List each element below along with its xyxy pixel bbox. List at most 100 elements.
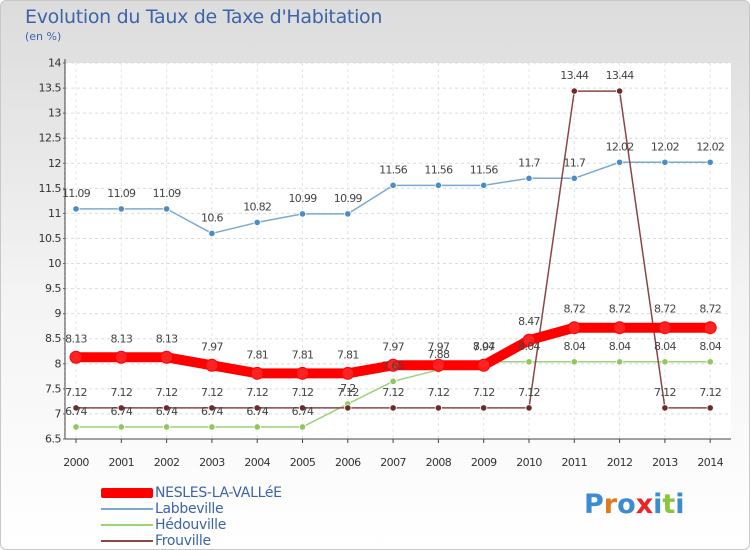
- y-tick-label: 13.5: [39, 82, 62, 95]
- y-tick-label: 9: [55, 307, 62, 320]
- data-point: [250, 366, 264, 380]
- data-point: [567, 321, 581, 335]
- data-label: 6.74: [292, 405, 314, 418]
- data-point: [296, 366, 309, 380]
- data-point: [208, 404, 216, 412]
- data-label: 12.02: [651, 140, 679, 153]
- data-point: [253, 218, 261, 227]
- x-tick-label: 2012: [607, 456, 633, 469]
- chart-unit: (en %): [25, 30, 62, 43]
- data-label: 7.12: [654, 386, 676, 399]
- data-point: [613, 321, 627, 335]
- data-label: 6.74: [201, 405, 223, 418]
- data-point: [615, 87, 624, 95]
- data-point: [706, 404, 714, 412]
- data-label: 7.12: [699, 386, 721, 399]
- data-label: 10.82: [243, 200, 271, 213]
- x-tick-label: 2003: [199, 456, 225, 469]
- data-label: 8.04: [609, 340, 631, 353]
- series-labbeville: [72, 158, 714, 238]
- data-point: [72, 404, 80, 412]
- data-label: 7.97: [428, 340, 450, 353]
- data-label: 6.74: [110, 405, 132, 418]
- data-point: [522, 333, 536, 347]
- data-point: [570, 87, 578, 95]
- data-label: 6.74: [156, 405, 178, 418]
- data-point: [69, 350, 83, 364]
- data-point: [160, 350, 174, 364]
- data-point: [703, 321, 717, 335]
- data-label: 12.02: [606, 140, 634, 153]
- data-label: 10.6: [201, 211, 223, 224]
- data-point: [658, 321, 672, 335]
- data-label: 8.13: [65, 332, 87, 345]
- data-point: [117, 423, 125, 431]
- data-point: [208, 423, 216, 431]
- data-label: 11.56: [424, 163, 453, 176]
- data-label: 8.04: [518, 340, 540, 353]
- data-label: 7.12: [518, 386, 540, 399]
- data-label: 7.2: [340, 382, 355, 395]
- x-tick-label: 2000: [63, 456, 89, 469]
- legend-swatch-labbeville: [101, 508, 153, 510]
- data-point: [208, 229, 216, 238]
- data-label: 6.74: [65, 405, 87, 418]
- data-point: [341, 366, 355, 380]
- x-tick-label: 2005: [290, 456, 316, 469]
- data-point: [389, 404, 397, 412]
- data-label: 7.97: [201, 340, 223, 353]
- data-point: [389, 377, 397, 385]
- x-tick-label: 2006: [335, 456, 361, 469]
- data-label: 8.72: [609, 303, 631, 316]
- data-label: 6.74: [246, 405, 268, 418]
- y-tick-label: 9.5: [45, 282, 61, 295]
- data-label: 8.04: [699, 340, 721, 353]
- data-point: [477, 358, 491, 372]
- data-point: [253, 404, 261, 412]
- data-point: [615, 158, 624, 166]
- x-tick-label: 2007: [380, 456, 406, 469]
- legend-label-labbeville: Labbeville: [155, 501, 224, 517]
- data-label: 10.99: [289, 192, 318, 205]
- data-point: [117, 404, 125, 412]
- data-point: [163, 205, 171, 213]
- chart-title: Evolution du Taux de Taxe d'Habitation: [25, 6, 383, 28]
- y-tick-label: 12.5: [39, 132, 62, 145]
- y-tick-label: 7.5: [45, 382, 61, 395]
- data-point: [431, 358, 445, 372]
- y-tick-label: 6.5: [45, 433, 61, 446]
- data-label: 13.44: [560, 69, 589, 82]
- x-tick-label: 2011: [561, 456, 587, 469]
- data-point: [525, 358, 533, 366]
- data-point: [253, 423, 261, 431]
- data-label: 7.12: [156, 386, 178, 399]
- data-point: [344, 404, 352, 412]
- data-label: 7.12: [201, 386, 223, 399]
- data-label: 12.02: [696, 140, 724, 153]
- data-label: 7.12: [246, 386, 268, 399]
- data-label: 8.04: [563, 340, 585, 353]
- legend-label-frouville: Frouville: [155, 533, 211, 549]
- data-point: [525, 174, 533, 182]
- data-label: 7.12: [65, 386, 87, 399]
- data-point: [344, 210, 352, 218]
- y-tick-label: 8.5: [45, 332, 61, 345]
- gridlines: [65, 62, 731, 439]
- data-label: 7.12: [110, 386, 132, 399]
- y-tick-label: 10.5: [39, 232, 62, 245]
- data-label: 7.12: [428, 386, 450, 399]
- data-label: 7.81: [246, 348, 268, 361]
- data-label: 11.56: [470, 163, 499, 176]
- data-label: 7.12: [292, 386, 314, 399]
- series-frouville: [72, 87, 714, 412]
- data-label: 7.97: [473, 340, 495, 353]
- data-label: 11.56: [379, 163, 408, 176]
- x-tick-label: 2001: [108, 456, 134, 469]
- data-point: [706, 158, 714, 166]
- x-tick-label: 2004: [244, 456, 270, 469]
- data-point: [525, 404, 533, 412]
- data-point: [434, 181, 442, 189]
- data-label: 11.09: [107, 187, 136, 200]
- data-label: 7.65: [382, 359, 404, 372]
